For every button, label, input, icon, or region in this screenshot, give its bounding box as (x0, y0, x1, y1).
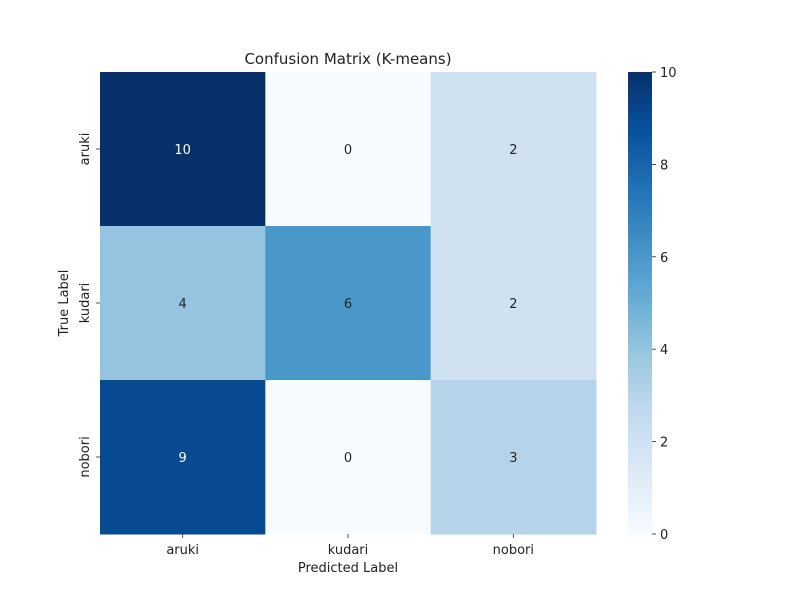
colorbar-tick-label: 4 (660, 343, 668, 358)
cell-value-label: 4 (179, 297, 187, 312)
heatmap-cell-aruki-kudari (265, 72, 432, 227)
y-axis-label: True Label (57, 270, 72, 338)
y-tick-label-nobori: nobori (78, 436, 93, 477)
y-tick-label-aruki: aruki (78, 133, 93, 166)
heatmap-cell-kudari-kudari (265, 226, 432, 381)
x-axis-label: Predicted Label (298, 561, 398, 576)
colorbar-tick-label: 0 (660, 528, 668, 543)
heatmap-cell-aruki-nobori (430, 72, 597, 227)
x-axis-ticks: aruki kudari nobori (166, 534, 534, 558)
x-tick-label-nobori: nobori (493, 543, 534, 558)
colorbar-ticks: 0 2 4 6 8 10 (652, 66, 677, 543)
cell-value-label: 6 (344, 297, 352, 312)
cell-value-label: 2 (509, 143, 517, 158)
y-axis-ticks: aruki kudari nobori (78, 133, 100, 478)
heatmap-cell-nobori-kudari (265, 380, 432, 535)
heatmap-cell-aruki-aruki (100, 72, 266, 227)
heatmap-cell-nobori-aruki (100, 380, 266, 535)
heatmap-cell-kudari-nobori (430, 226, 597, 381)
cell-value-label: 2 (509, 297, 517, 312)
chart-title: Confusion Matrix (K-means) (244, 50, 451, 68)
x-tick-label-aruki: aruki (166, 543, 199, 558)
colorbar-tick-label: 8 (660, 158, 668, 173)
colorbar-tick-label: 6 (660, 251, 668, 266)
y-tick-label-kudari: kudari (78, 283, 93, 324)
cell-value-label: 0 (344, 451, 352, 466)
cell-value-label: 0 (344, 143, 352, 158)
colorbar-tick-label: 2 (660, 436, 668, 451)
cell-value-label: 3 (509, 451, 517, 466)
cell-value-labels: 10 0 2 4 6 2 9 0 3 (174, 143, 517, 466)
colorbar-tick-label: 10 (660, 66, 677, 81)
heatmap-grid (100, 72, 597, 535)
x-tick-label-kudari: kudari (328, 543, 369, 558)
heatmap-cell-kudari-aruki (100, 226, 266, 381)
heatmap-cell-nobori-nobori (430, 380, 597, 535)
cell-value-label: 9 (179, 451, 187, 466)
colorbar (628, 72, 652, 534)
cell-value-label: 10 (174, 143, 191, 158)
